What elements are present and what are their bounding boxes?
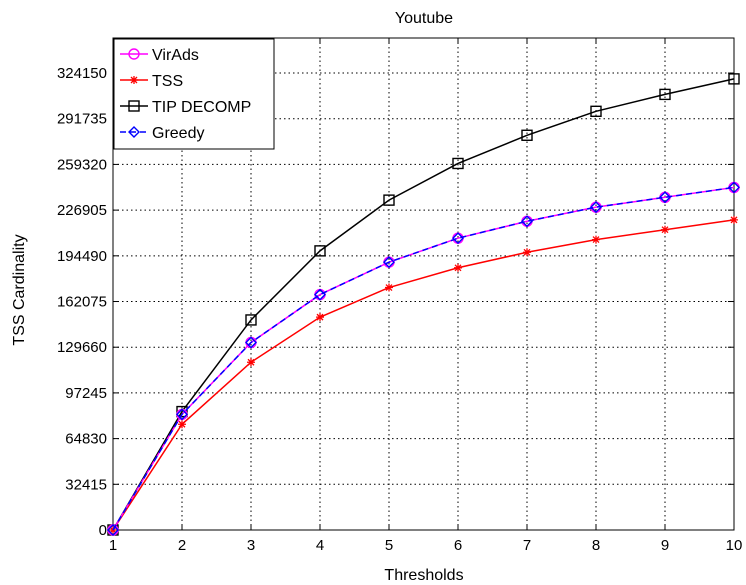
legend-label-tip-decomp: TIP DECOMP xyxy=(152,99,251,116)
x-tick-label: 6 xyxy=(454,537,462,554)
series-greedy xyxy=(107,181,740,536)
series-line-tip-decomp xyxy=(112,78,735,531)
series-tss xyxy=(109,215,738,534)
series-line-greedy xyxy=(112,186,735,531)
data-point-tss xyxy=(178,420,186,429)
data-point-greedy xyxy=(383,256,395,269)
data-point-tss xyxy=(247,358,255,367)
data-point-tip-decomp xyxy=(521,129,533,141)
data-point-tss xyxy=(523,248,531,257)
axis-ticks: 0324156483097245129660162075194490226905… xyxy=(57,38,742,554)
y-axis-title: TSS Cardinality xyxy=(11,234,28,345)
legend-label-tss: TSS xyxy=(152,73,183,90)
data-point-greedy xyxy=(452,232,464,245)
y-tick-label: 259320 xyxy=(57,156,107,173)
legend-label-greedy: Greedy xyxy=(152,125,204,142)
series-line-virads xyxy=(112,186,735,531)
y-tick-label: 324150 xyxy=(57,65,107,82)
data-point-tip-decomp xyxy=(176,405,188,418)
y-tick-label: 129660 xyxy=(57,339,107,356)
x-tick-label: 3 xyxy=(247,537,255,554)
data-point-tip-decomp xyxy=(452,157,464,170)
data-point-tip-decomp xyxy=(383,194,395,206)
series-line-tss xyxy=(112,219,735,531)
y-tick-label: 226905 xyxy=(57,202,107,219)
data-point-greedy xyxy=(728,181,740,194)
x-tick-label: 9 xyxy=(661,537,669,554)
x-tick-label: 10 xyxy=(726,537,743,554)
legend: VirAds TSS TIP DECOMP Greedy xyxy=(113,38,275,150)
y-tick-label: 0 xyxy=(99,522,107,539)
data-point-tip-decomp xyxy=(659,88,671,101)
x-axis-title: Thresholds xyxy=(384,567,463,584)
x-tick-label: 1 xyxy=(109,537,117,554)
x-tick-label: 2 xyxy=(178,537,186,554)
y-tick-label: 32415 xyxy=(65,476,107,493)
data-point-greedy xyxy=(245,336,257,349)
legend-box xyxy=(113,38,275,150)
data-point-tip-decomp xyxy=(590,105,602,118)
data-point-tip-decomp xyxy=(728,73,740,85)
x-tick-label: 5 xyxy=(385,537,393,554)
y-tick-label: 162075 xyxy=(57,294,107,311)
data-point-greedy xyxy=(659,191,671,204)
plot-frame xyxy=(112,37,735,531)
data-point-greedy xyxy=(314,288,326,301)
data-point-tip-decomp xyxy=(314,245,326,257)
data-point-greedy xyxy=(590,201,602,214)
data-point-tss xyxy=(316,313,324,322)
data-point-tss xyxy=(385,283,393,292)
data-point-tss xyxy=(730,215,738,224)
x-tick-label: 7 xyxy=(523,537,531,554)
data-point-greedy xyxy=(107,524,119,536)
series-virads xyxy=(107,181,740,536)
legend-label-virads: VirAds xyxy=(152,47,199,64)
legend-marker-tip-decomp xyxy=(128,100,140,112)
x-tick-label: 8 xyxy=(592,537,600,554)
y-tick-label: 97245 xyxy=(65,385,107,402)
legend-marker-virads xyxy=(128,48,140,60)
chart-title: Youtube xyxy=(395,10,453,27)
data-point-tss xyxy=(454,263,462,272)
series-layer xyxy=(107,73,740,536)
y-tick-label: 194490 xyxy=(57,248,107,265)
x-tick-label: 4 xyxy=(316,537,324,554)
data-point-tss xyxy=(661,225,669,234)
series-tip-decomp xyxy=(107,73,740,536)
data-point-tss xyxy=(592,235,600,244)
data-point-greedy xyxy=(521,215,533,228)
y-tick-label: 64830 xyxy=(65,431,107,448)
data-point-greedy xyxy=(176,408,188,421)
legend-marker-greedy xyxy=(128,126,140,138)
data-point-tip-decomp xyxy=(245,314,257,326)
y-tick-label: 291735 xyxy=(57,111,107,128)
legend-marker-tss xyxy=(130,76,138,84)
